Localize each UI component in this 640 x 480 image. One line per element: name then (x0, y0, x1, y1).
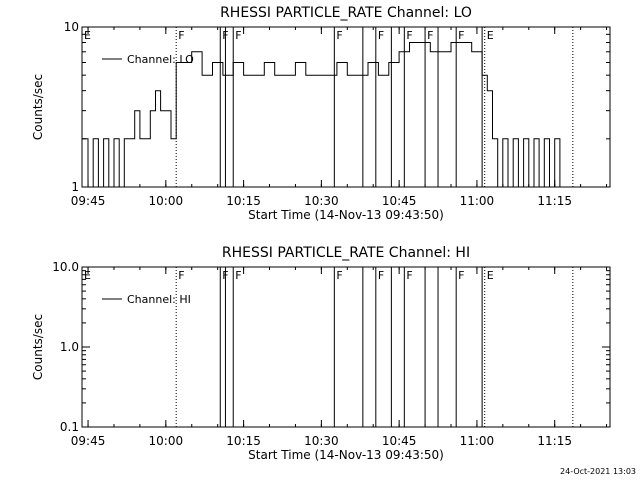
x-tick-label: 09:45 (71, 434, 106, 448)
y-tick-label: 1.0 (60, 340, 79, 354)
y-axis-label: Counts/sec (31, 74, 45, 140)
series-line (82, 42, 576, 188)
y-tick-label: 10.0 (52, 260, 79, 274)
flag-label: F (336, 29, 342, 42)
flag-label: F (378, 29, 384, 42)
flag-label: F (378, 269, 384, 282)
y-tick-label: 1 (71, 180, 79, 194)
plot-frame (81, 26, 611, 188)
legend-label: Channel: LO (127, 53, 194, 66)
flag-label: F (458, 269, 464, 282)
flag-label: F (178, 269, 184, 282)
flag-label: E (84, 269, 91, 282)
x-axis-label: Start Time (14-Nov-13 09:43:50) (248, 208, 444, 222)
x-tick-label: 10:30 (304, 434, 339, 448)
flag-label: F (427, 29, 433, 42)
flag-label: F (178, 29, 184, 42)
x-tick-label: 10:00 (149, 194, 184, 208)
x-tick-label: 11:15 (537, 194, 572, 208)
flag-label: F (406, 269, 412, 282)
flag-label: F (336, 269, 342, 282)
x-tick-label: 10:45 (382, 194, 417, 208)
timestamp-stamp: 24-Oct-2021 13:03 (560, 467, 636, 476)
flag-label: F (406, 29, 412, 42)
flag-label: E (487, 269, 494, 282)
y-tick-label: 10 (64, 20, 79, 34)
x-tick-label: 10:30 (304, 194, 339, 208)
chart-title: RHESSI PARTICLE_RATE Channel: LO (220, 5, 472, 21)
x-tick-label: 11:00 (460, 194, 495, 208)
plot-frame (81, 266, 611, 428)
x-tick-label: 11:15 (537, 434, 572, 448)
x-tick-label: 10:15 (226, 194, 261, 208)
x-tick-label: 09:45 (71, 194, 106, 208)
legend-label: Channel: HI (127, 293, 191, 306)
y-tick-label: 0.1 (60, 420, 79, 434)
x-axis-label: Start Time (14-Nov-13 09:43:50) (248, 448, 444, 462)
chart-title: RHESSI PARTICLE_RATE Channel: HI (222, 245, 470, 261)
flag-label: F (235, 269, 241, 282)
x-tick-label: 10:15 (226, 434, 261, 448)
flag-label: F (458, 29, 464, 42)
x-tick-label: 10:45 (382, 434, 417, 448)
flag-label: E (487, 29, 494, 42)
flag-label: E (84, 29, 91, 42)
y-axis-label: Counts/sec (31, 314, 45, 380)
x-tick-label: 11:00 (460, 434, 495, 448)
flag-label: F (235, 29, 241, 42)
x-tick-label: 10:00 (149, 434, 184, 448)
